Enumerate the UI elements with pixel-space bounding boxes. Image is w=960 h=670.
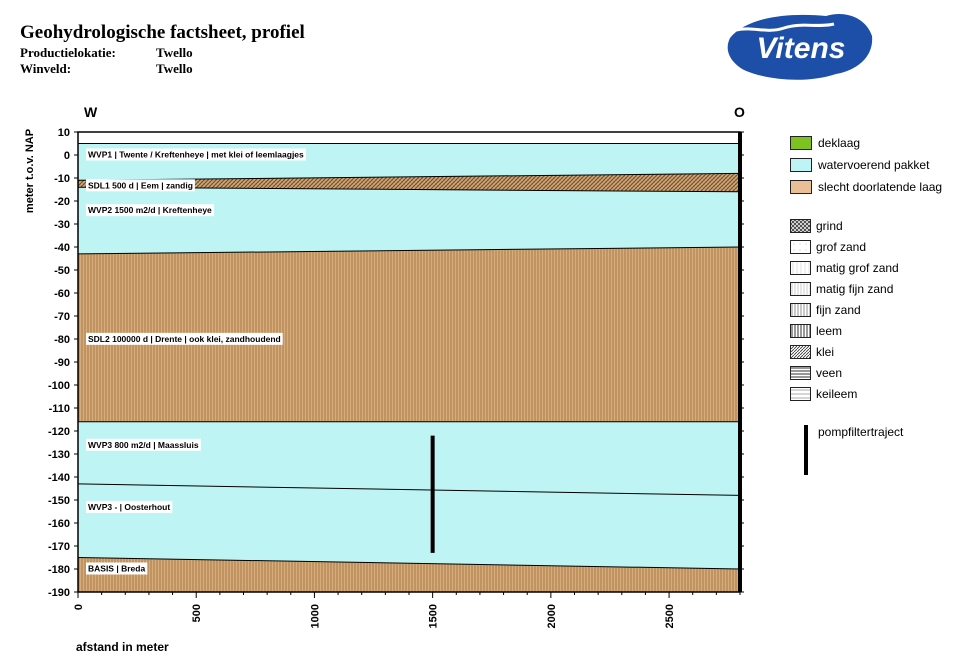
legend-litho-label: grind: [816, 219, 843, 233]
layer-label-4: WVP3 800 m2/d | Maassluis: [88, 440, 199, 450]
legend-litho-label: keileem: [816, 387, 858, 401]
y-tick-label: -150: [48, 495, 70, 507]
layer-1: [78, 173, 740, 192]
y-tick-label: -160: [48, 518, 70, 530]
svg-text:Vitens: Vitens: [757, 32, 846, 65]
legend-litho-label: fijn zand: [816, 303, 861, 317]
legend-litho-label: matig fijn zand: [816, 282, 894, 296]
legend-litho-swatch: [790, 324, 811, 338]
legend-litho-swatch: [790, 345, 811, 359]
legend-unit-label: deklaag: [818, 136, 861, 150]
y-tick-label: -50: [54, 265, 70, 277]
x-tick-label: 2500: [664, 604, 676, 628]
y-tick-label: -80: [54, 334, 70, 346]
y-tick-label: -120: [48, 426, 70, 438]
x-tick-label: 500: [191, 604, 203, 622]
layer-label-2: WVP2 1500 m2/d | Kreftenheye: [88, 205, 212, 215]
legend-unit-swatch: [790, 158, 812, 172]
layer-4: [78, 421, 740, 496]
winveld-label: Winveld:: [20, 61, 72, 76]
x-tick-label: 1500: [428, 604, 440, 628]
legend-litho-swatch: [790, 303, 811, 317]
productielokatie-row: Productielokatie: Twello: [20, 45, 193, 61]
legend-litho-swatch: [790, 240, 811, 254]
legend-litho-label: grof zand: [816, 240, 867, 254]
y-tick-label: -10: [54, 173, 70, 185]
layer-3: [78, 247, 740, 422]
layer-boundary-1: [77, 172, 741, 181]
layer-label-bg-2: [86, 204, 215, 217]
legend-litho-swatch: [790, 366, 811, 380]
vitens-logo: Vitens: [727, 14, 873, 80]
productielokatie-label: Productielokatie:: [20, 45, 116, 60]
legend-unit-label: watervoerend pakket: [818, 158, 930, 172]
y-tick-label: -60: [54, 288, 70, 300]
layer-label-bg-1: [86, 179, 195, 192]
y-tick-label: -20: [54, 196, 70, 208]
layer-label-3: SDL2 100000 d | Drente | ook klei, zandh…: [88, 334, 281, 344]
legend-pomp: pompfiltertraject: [790, 425, 940, 475]
pomp-swatch: [804, 425, 808, 475]
layer-label-1: SDL1 500 d | Eem | zandig: [88, 180, 193, 190]
direction-west: W: [84, 104, 98, 120]
legend-litho-label: klei: [816, 345, 835, 359]
layer-boundary-5: [77, 483, 741, 496]
legend-litho-swatch: [790, 282, 811, 296]
y-tick-label: -170: [48, 541, 70, 553]
x-tick-label: 1000: [309, 604, 321, 628]
y-tick-label: -140: [48, 472, 70, 484]
legend-litho-swatch: [790, 387, 811, 401]
layer-label-6: BASIS | Breda: [88, 564, 145, 574]
y-tick-label: -130: [48, 449, 70, 461]
layer-label-bg-0: [86, 148, 307, 161]
y-tick-label: 0: [64, 150, 70, 162]
legend-unit-swatch: [790, 136, 812, 150]
layer-label-bg-6: [86, 562, 148, 575]
legend-litho-label: veen: [816, 366, 843, 380]
x-axis-label: afstand in meter: [76, 640, 169, 654]
layer-boundary-3: [77, 246, 741, 255]
y-tick-label: -180: [48, 564, 70, 576]
y-tick-label: -70: [54, 311, 70, 323]
legend-litho-swatch: [790, 261, 811, 275]
y-tick-label: -100: [48, 380, 70, 392]
layer-label-0: WVP1 | Twente / Kreftenheye | met klei o…: [88, 150, 304, 160]
direction-east: O: [734, 104, 745, 120]
y-tick-label: -30: [54, 219, 70, 231]
x-tick-label: 2000: [546, 604, 558, 628]
productielokatie-value: Twello: [156, 45, 193, 60]
legend-pomp-label: pompfiltertraject: [818, 425, 904, 439]
winveld-value: Twello: [156, 61, 193, 76]
legend-litho-label: leem: [816, 324, 843, 338]
legend-unit-swatch: [790, 180, 812, 194]
legend-unit-label: slecht doorlatende laag: [818, 180, 943, 194]
layer-label-bg-3: [86, 332, 283, 345]
page-title: Geohydrologische factsheet, profiel: [20, 22, 305, 43]
y-tick-label: 10: [58, 127, 70, 139]
legend-litho-label: matig grof zand: [816, 261, 899, 275]
layer-label-bg-4: [86, 438, 201, 451]
legend-litho-swatch: [790, 219, 811, 233]
y-tick-label: -40: [54, 242, 70, 254]
y-tick-label: -90: [54, 357, 70, 369]
x-tick-label: 0: [73, 604, 85, 610]
winveld-row: Winveld: Twello: [20, 61, 193, 77]
layer-2: [78, 187, 740, 254]
layer-label-5: WVP3 - | Oosterhout: [88, 502, 170, 512]
layer-boundary-6: [77, 557, 741, 570]
y-tick-label: -190: [48, 587, 70, 599]
y-tick-label: -110: [49, 403, 70, 415]
layer-label-bg-5: [86, 500, 173, 513]
layer-5: [78, 483, 740, 569]
